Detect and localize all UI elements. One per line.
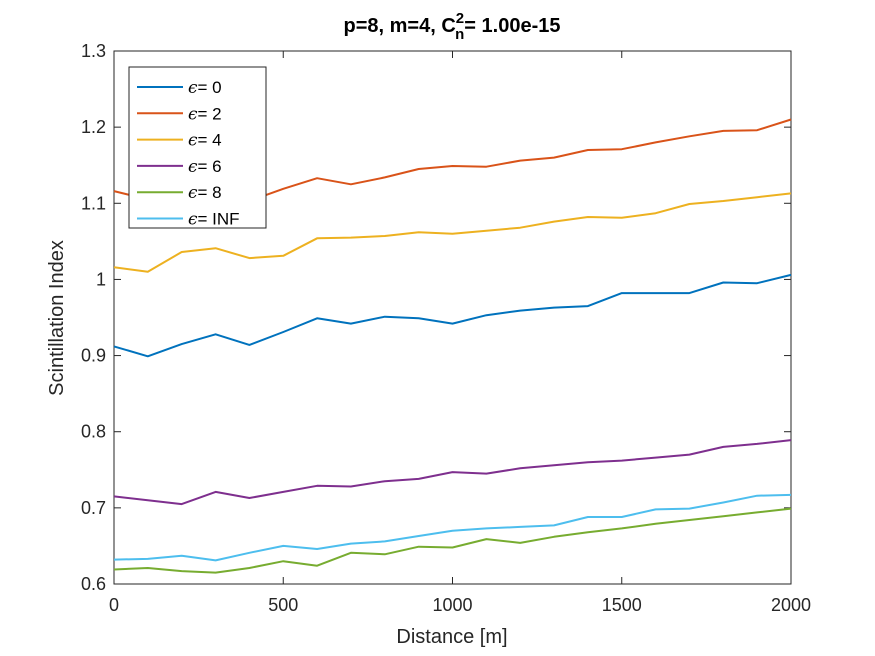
title-subscript: n [455,26,464,43]
legend-value: = 6 [198,157,222,176]
x-axis-label: Distance [m] [396,626,507,648]
x-tick-label: 1000 [432,595,472,615]
legend-epsilon: ϵ [188,78,198,98]
y-tick-label: 1.2 [81,117,106,137]
legend-label: ϵ= 8 [188,183,222,203]
legend-box [128,66,267,229]
y-tick-label: 1.3 [81,41,106,61]
legend-label: ϵ= 2 [188,104,222,124]
legend-epsilon: ϵ [188,183,198,203]
title-suffix: = 1.00e-15 [464,15,560,37]
y-tick-label: 1 [96,269,106,289]
legend-value: = INF [198,210,240,229]
legend: ϵ= 0ϵ= 2ϵ= 4ϵ= 6ϵ= 8ϵ= INF [128,66,267,230]
y-tick-label: 0.7 [81,498,106,518]
title-superscript: 2 [456,10,464,27]
axis-ticks: 0 500 1000 1500 2000 0.6 0.7 0.8 0.9 1 1.1 1.2 1.3 [81,41,811,615]
y-tick-label: 1.1 [81,193,106,213]
x-tick-label: 500 [268,595,298,615]
x-tick-label: 0 [109,595,119,615]
x-tick-label: 1500 [602,595,642,615]
title-prefix: p=8, m=4, C [344,15,456,37]
y-axis-label: Scintillation Index [46,240,68,396]
chart-title: p=8, m=4, C2 n= 1.00e-15 [344,10,561,43]
legend-value: = 2 [198,104,222,123]
series-line [113,493,792,562]
legend-value: = 4 [198,131,222,150]
y-tick-label: 0.9 [81,346,106,366]
legend-value: = 8 [198,183,222,202]
series-line [113,273,792,358]
legend-epsilon: ϵ [188,157,198,177]
legend-label: ϵ= 6 [188,157,222,177]
legend-value: = 0 [198,78,222,97]
series-line [113,507,792,574]
y-tick-label: 0.8 [81,422,106,442]
series-line [113,192,792,273]
legend-epsilon: ϵ [188,104,198,124]
legend-label: ϵ= INF [188,210,240,230]
y-tick-label: 0.6 [81,574,106,594]
x-tick-label: 2000 [771,595,811,615]
legend-label: ϵ= 4 [188,131,222,151]
legend-items: ϵ= 0ϵ= 2ϵ= 4ϵ= 6ϵ= 8ϵ= INF [137,78,240,230]
legend-epsilon: ϵ [188,131,198,151]
legend-label: ϵ= 0 [188,78,222,98]
legend-epsilon: ϵ [188,210,198,230]
series-line [113,439,792,506]
